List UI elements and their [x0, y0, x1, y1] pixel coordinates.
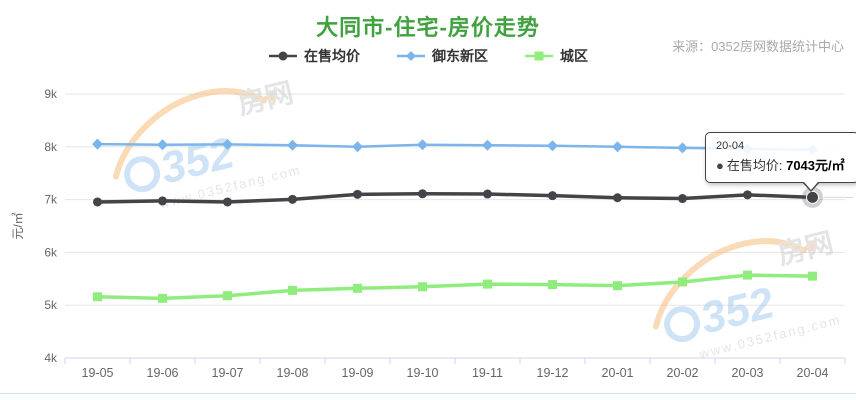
x-axis-tick-label: 20-02	[667, 366, 699, 380]
data-point[interactable]	[808, 271, 817, 281]
data-point[interactable]	[613, 281, 622, 291]
data-point[interactable]	[483, 279, 492, 289]
legend-marker-square-icon	[525, 51, 553, 61]
tooltip-series-label: 在售均价:	[726, 158, 787, 173]
x-axis-tick-label: 19-12	[537, 366, 569, 380]
x-axis-tick-label: 20-03	[732, 366, 764, 380]
data-point[interactable]	[288, 285, 297, 295]
data-point[interactable]	[743, 270, 752, 280]
legend-item-0[interactable]: 在售均价	[268, 46, 360, 66]
series-0	[93, 189, 817, 207]
x-axis-tick-label: 19-05	[82, 366, 114, 380]
legend-item-2[interactable]: 城区	[524, 46, 588, 66]
data-source-label: 来源：0352房网数据统计中心	[672, 39, 844, 54]
data-point[interactable]	[678, 194, 687, 204]
data-point[interactable]	[288, 194, 297, 204]
data-point[interactable]	[547, 140, 558, 152]
chart-legend: 在售均价 御东新区 城区	[0, 46, 856, 66]
legend-label: 在售均价	[304, 48, 360, 64]
tooltip-bullet-icon: ●	[716, 158, 724, 173]
data-point[interactable]	[158, 196, 167, 206]
y-axis-tick-label: 8k	[44, 140, 58, 154]
legend-marker-circle-icon	[269, 51, 297, 61]
y-axis-tick-label: 6k	[44, 245, 58, 259]
series-line-1	[96, 142, 814, 151]
series-line-2	[95, 273, 815, 301]
data-point[interactable]	[93, 292, 102, 302]
data-point[interactable]	[222, 138, 233, 150]
x-axis-tick-label: 19-11	[472, 366, 503, 380]
legend-item-1[interactable]: 御东新区	[396, 46, 488, 66]
tooltip-series-value: ● 在售均价: 7043元/㎡	[716, 155, 848, 174]
tooltip-date: 20-04	[716, 140, 745, 152]
data-point[interactable]	[612, 141, 623, 153]
data-point[interactable]	[353, 283, 362, 293]
bottom-band	[0, 394, 856, 400]
chart-title: 大同市-住宅-房价走势	[316, 15, 540, 40]
data-point[interactable]	[223, 197, 232, 207]
data-point[interactable]	[157, 139, 168, 151]
tooltip: 20-04 ● 在售均价: 7043元/㎡	[705, 132, 856, 192]
data-point[interactable]	[677, 142, 688, 154]
watermark-suffix: 房网	[234, 76, 296, 121]
legend-label: 城区	[560, 48, 588, 64]
data-point[interactable]	[93, 197, 102, 207]
data-point[interactable]	[418, 189, 427, 199]
data-point[interactable]	[418, 282, 427, 292]
data-point[interactable]	[482, 139, 493, 151]
data-point[interactable]	[678, 277, 687, 287]
data-point[interactable]	[223, 291, 232, 301]
x-axis-tick-label: 19-07	[212, 366, 244, 380]
x-axis: 19-05 19-06 19-07 19-08 19-09 19-10 19-11 19-12…	[64, 357, 846, 380]
data-point[interactable]	[92, 138, 103, 150]
data-point[interactable]	[158, 293, 167, 303]
data-point[interactable]	[353, 189, 362, 199]
y-axis-tick-label: 7k	[44, 193, 58, 207]
x-axis-tick-label: 20-04	[797, 366, 829, 380]
data-point[interactable]	[287, 139, 298, 151]
series-2	[93, 270, 817, 303]
data-point[interactable]	[743, 190, 752, 200]
legend-marker-diamond-icon	[397, 51, 425, 61]
tooltip-value: 7043元/㎡	[786, 158, 845, 173]
watermark-suffix: 房网	[774, 226, 836, 271]
data-point[interactable]	[613, 193, 622, 203]
x-axis-tick-label: 19-09	[342, 366, 374, 380]
data-point[interactable]	[483, 189, 492, 199]
legend-label: 御东新区	[432, 48, 488, 64]
x-axis-tick-label: 20-01	[602, 366, 634, 380]
y-axis-tick-label: 5k	[44, 298, 58, 312]
x-axis-tick-label: 19-10	[407, 366, 439, 380]
y-axis-tick-label: 9k	[44, 87, 58, 101]
bottom-divider	[0, 393, 856, 394]
data-point[interactable]	[548, 191, 557, 201]
y-axis-title: 元/㎡	[11, 212, 25, 239]
hovered-data-point[interactable]	[806, 190, 819, 204]
x-axis-tick-label: 19-06	[147, 366, 179, 380]
y-axis-tick-label: 4k	[44, 351, 58, 365]
series-line-0	[95, 192, 815, 204]
data-point[interactable]	[417, 139, 428, 151]
data-point[interactable]	[352, 141, 363, 153]
x-axis-tick-label: 19-08	[277, 366, 309, 380]
data-point[interactable]	[548, 280, 557, 290]
